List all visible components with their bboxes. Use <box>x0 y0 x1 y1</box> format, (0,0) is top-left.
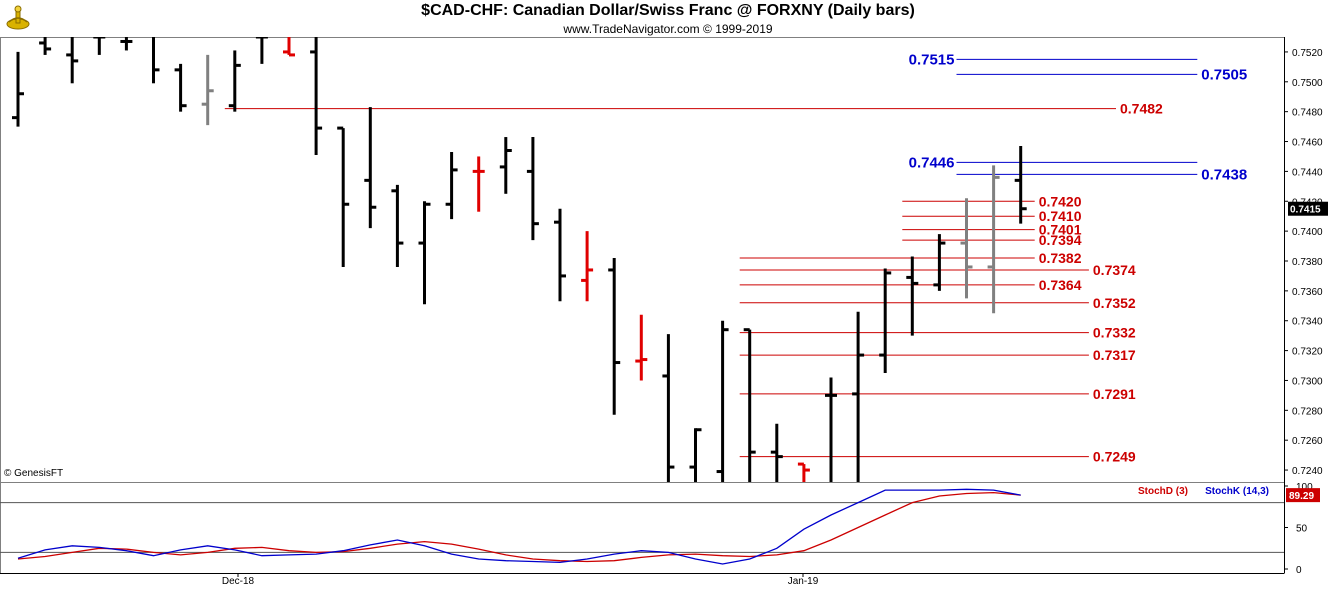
ohlc-bar <box>228 50 241 112</box>
ohlc-bar <box>201 54 214 126</box>
ohlc-bar <box>120 37 133 51</box>
price-bars <box>12 37 1027 482</box>
chart-title: $CAD-CHF: Canadian Dollar/Swiss Franc @ … <box>421 2 915 19</box>
ohlc-bar <box>66 37 79 84</box>
chart-header: $CAD-CHF: Canadian Dollar/Swiss Franc @ … <box>0 0 1336 36</box>
date-tick-label: Dec-18 <box>222 576 255 587</box>
level-label-0.7515: 0.7515 <box>909 51 955 68</box>
stoch-k-line <box>17 488 1021 565</box>
level-label-0.7332: 0.7332 <box>1093 325 1136 341</box>
price-tick-label: 0.7280 <box>1292 406 1323 417</box>
stoch-last-label: 89.29 <box>1289 491 1314 502</box>
level-label-0.7291: 0.7291 <box>1093 386 1136 402</box>
last-price-label: 0.7415 <box>1290 205 1321 216</box>
level-label-0.7420: 0.7420 <box>1039 193 1082 209</box>
price-tick-label: 0.7480 <box>1292 108 1323 119</box>
ohlc-bar <box>39 37 52 55</box>
plot-frame <box>0 37 1285 574</box>
chart-border <box>0 37 1285 574</box>
ohlc-bar <box>391 184 404 267</box>
level-label-0.7401: 0.7401 <box>1039 222 1082 238</box>
price-tick-label: 0.7500 <box>1292 78 1323 89</box>
ohlc-bar <box>635 314 648 381</box>
ohlc-bar <box>608 258 621 415</box>
ohlc-bar <box>337 126 350 267</box>
ohlc-bar <box>581 231 594 302</box>
stoch-tick-label: 100 <box>1296 482 1313 493</box>
level-label-0.7505: 0.7505 <box>1201 66 1247 83</box>
ohlc-bar <box>472 156 485 212</box>
price-tick-label: 0.7380 <box>1292 257 1323 268</box>
ohlc-bar <box>445 151 458 220</box>
ohlc-bar <box>987 165 1000 314</box>
level-label-0.7394: 0.7394 <box>1039 232 1082 248</box>
price-axis: 0.75200.75000.74800.74600.74400.74200.74… <box>222 48 1328 587</box>
price-tick-label: 0.7300 <box>1292 376 1323 387</box>
ohlc-bar <box>906 256 919 336</box>
ohlc-bar <box>12 51 24 127</box>
ohlc-bar <box>283 37 295 57</box>
level-label-0.7249: 0.7249 <box>1093 449 1136 465</box>
ohlc-bar <box>499 137 512 194</box>
stoch-tick-label: 50 <box>1296 524 1308 535</box>
ohlc-bar <box>825 377 837 482</box>
level-label-0.7352: 0.7352 <box>1093 295 1136 311</box>
price-tick-label: 0.7360 <box>1292 287 1323 298</box>
ohlc-bar <box>662 334 675 482</box>
ohlc-bar <box>310 37 323 155</box>
price-levels: 0.75150.75050.74820.74460.74380.74200.74… <box>224 51 1247 465</box>
ohlc-bar <box>1014 146 1027 224</box>
price-tick-label: 0.7340 <box>1292 317 1323 328</box>
stochastic-panel: 100 50 0 StochD (3) StochK (14,3) 89.29 <box>0 482 1320 576</box>
ohlc-bar <box>93 37 106 55</box>
stoch-tick-label: 0 <box>1296 565 1302 576</box>
level-label-0.7410: 0.7410 <box>1039 208 1082 224</box>
price-tick-label: 0.7260 <box>1292 436 1323 447</box>
ohlc-bar <box>933 234 946 291</box>
ohlc-bar <box>526 137 539 241</box>
chart-subtitle: www.TradeNavigator.com © 1999-2019 <box>563 22 773 36</box>
level-label-0.7446: 0.7446 <box>909 154 955 171</box>
ohlc-bar <box>852 311 865 482</box>
level-label-0.7438: 0.7438 <box>1201 166 1247 183</box>
ohlc-bar <box>716 320 729 482</box>
ohlc-bar <box>418 201 431 305</box>
level-label-0.7482: 0.7482 <box>1120 101 1163 117</box>
date-tick-label: Jan-19 <box>788 576 819 587</box>
ohlc-bar <box>689 428 702 482</box>
ohlc-bar <box>364 107 377 229</box>
level-label-0.7382: 0.7382 <box>1039 250 1082 266</box>
trade-navigator-logo-icon <box>4 4 32 32</box>
stoch-d-line <box>17 491 1021 563</box>
ohlc-bar <box>743 328 756 482</box>
ohlc-bar <box>960 198 973 299</box>
price-tick-label: 0.7400 <box>1292 227 1323 238</box>
ohlc-bar <box>770 423 783 482</box>
price-tick-label: 0.7240 <box>1292 466 1323 477</box>
ohlc-bar <box>152 37 160 84</box>
stoch-last-box <box>1286 488 1320 503</box>
legend-stochd: StochD (3) <box>1138 486 1188 497</box>
price-tick-label: 0.7460 <box>1292 138 1323 149</box>
legend-stochk: StochK (14,3) <box>1205 486 1269 497</box>
ohlc-bar <box>174 63 187 112</box>
level-label-0.7374: 0.7374 <box>1093 262 1136 278</box>
level-label-0.7317: 0.7317 <box>1093 347 1136 363</box>
price-tick-label: 0.7440 <box>1292 167 1323 178</box>
level-label-0.7364: 0.7364 <box>1039 277 1082 293</box>
ohlc-bar <box>255 37 268 64</box>
price-tick-label: 0.7320 <box>1292 347 1323 358</box>
ohlc-bar <box>879 268 892 373</box>
last-price-box <box>1288 201 1328 216</box>
ohlc-bar <box>797 462 810 482</box>
ohlc-bar <box>554 208 566 302</box>
copyright-label: © GenesisFT <box>4 468 64 479</box>
price-tick-label: 0.7520 <box>1292 48 1323 59</box>
